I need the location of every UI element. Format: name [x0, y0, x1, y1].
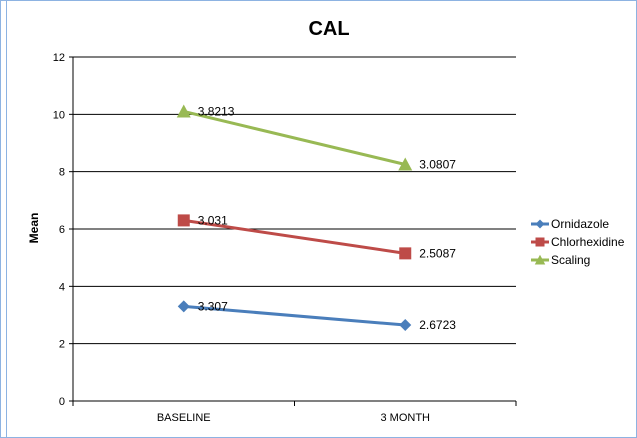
- data-label-ornidazole: 2.6723: [419, 318, 456, 332]
- y-tick-label: 12: [53, 52, 65, 64]
- x-tick-labels: BASELINE 3 MONTH: [157, 412, 430, 424]
- chart-title: CAL: [308, 18, 349, 40]
- legend-marker-chlorhexidine: [535, 237, 545, 247]
- data-point-scaling: [176, 104, 191, 118]
- legend: Ornidazole Chlorhexidine Scaling: [531, 217, 625, 267]
- data-label-scaling: 3.8213: [198, 104, 235, 118]
- data-label-ornidazole: 3.307: [198, 299, 228, 313]
- x-tick-label: 3 MONTH: [381, 412, 431, 424]
- x-tick-label: BASELINE: [157, 412, 211, 424]
- data-point-scaling: [398, 157, 413, 171]
- y-tick-label: 10: [53, 109, 65, 121]
- legend-marker-ornidazole: [535, 219, 545, 229]
- y-tick-label: 2: [59, 339, 65, 351]
- data-label-scaling: 3.0807: [419, 158, 456, 172]
- data-label-chlorhexidine: 2.5087: [419, 246, 456, 260]
- left-border-line: [6, 0, 7, 438]
- legend-label-ornidazole: Ornidazole: [551, 217, 609, 231]
- axes: [72, 57, 517, 406]
- y-tick-label: 6: [59, 224, 65, 236]
- y-tick-labels: 0 2 4 6 8 10 12: [53, 52, 65, 408]
- series-group: [176, 104, 413, 332]
- y-tick-label: 0: [59, 396, 65, 408]
- data-label-chlorhexidine: 3.031: [198, 213, 228, 227]
- series-line-scaling: [183, 110, 406, 166]
- series-line-chlorhexidine: [183, 218, 406, 255]
- series-line-ornidazole: [183, 304, 406, 327]
- data-point-chlorhexidine: [399, 247, 412, 260]
- legend-label-chlorhexidine: Chlorhexidine: [551, 235, 625, 249]
- data-labels: 3.307 2.6723 3.031 2.5087 3.8213 3.0807: [198, 104, 457, 332]
- y-tick-label: 4: [59, 281, 65, 293]
- legend-label-scaling: Scaling: [551, 253, 590, 267]
- data-point-ornidazole: [399, 319, 412, 332]
- data-point-ornidazole: [177, 300, 190, 313]
- data-point-chlorhexidine: [177, 214, 190, 227]
- y-tick-label: 8: [59, 167, 65, 179]
- legend-marker-scaling: [534, 254, 546, 265]
- grid: [69, 56, 516, 402]
- y-axis-label: Mean: [27, 213, 41, 244]
